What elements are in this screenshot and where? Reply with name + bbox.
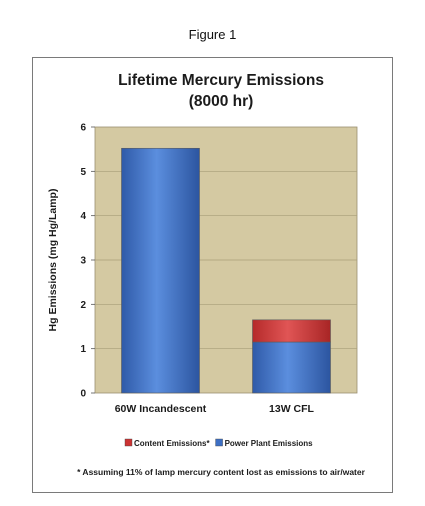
- legend-swatch: [124, 438, 133, 447]
- legend-label: Power Plant Emissions: [225, 439, 314, 448]
- legend: Content Emissions* Power Plant Emissions: [124, 438, 314, 448]
- chart-title-line-1: Lifetime Mercury Emissions: [118, 72, 324, 89]
- legend-swatch: [215, 438, 223, 447]
- y-tick-label: 5: [80, 167, 86, 178]
- x-category-label: 60W Incandescent: [115, 403, 207, 415]
- x-axis-categories: 60W Incandescent 13W CFL: [115, 403, 315, 415]
- chart-frame: Lifetime Mercury Emissions (8000 hr) 0 1 2…: [32, 57, 393, 493]
- y-tick-label: 6: [80, 123, 86, 134]
- bar-power-plant-0: [121, 147, 200, 394]
- y-axis-label: Hg Emissions (mg Hg/Lamp): [47, 189, 59, 332]
- chart-svg: Lifetime Mercury Emissions (8000 hr) 0 1 2…: [47, 72, 366, 477]
- y-tick-label: 2: [80, 300, 86, 311]
- y-tick-label: 1: [80, 344, 86, 355]
- y-tick-label: 0: [80, 389, 86, 400]
- y-axis-ticks: 0 1 2 3 4 5 6: [80, 123, 95, 400]
- y-tick-label: 3: [80, 256, 86, 267]
- chart-title-line-2: (8000 hr): [189, 93, 254, 110]
- bar-content-1: [252, 319, 331, 343]
- figure-caption: Figure 1: [188, 27, 237, 42]
- y-tick-label: 4: [80, 211, 86, 222]
- x-category-label: 13W CFL: [269, 403, 315, 415]
- bars: [121, 147, 331, 394]
- bar-power-plant-1: [252, 341, 331, 394]
- footnote: * Assuming 11% of lamp mercury content l…: [77, 467, 366, 477]
- legend-label: Content Emissions*: [134, 439, 210, 448]
